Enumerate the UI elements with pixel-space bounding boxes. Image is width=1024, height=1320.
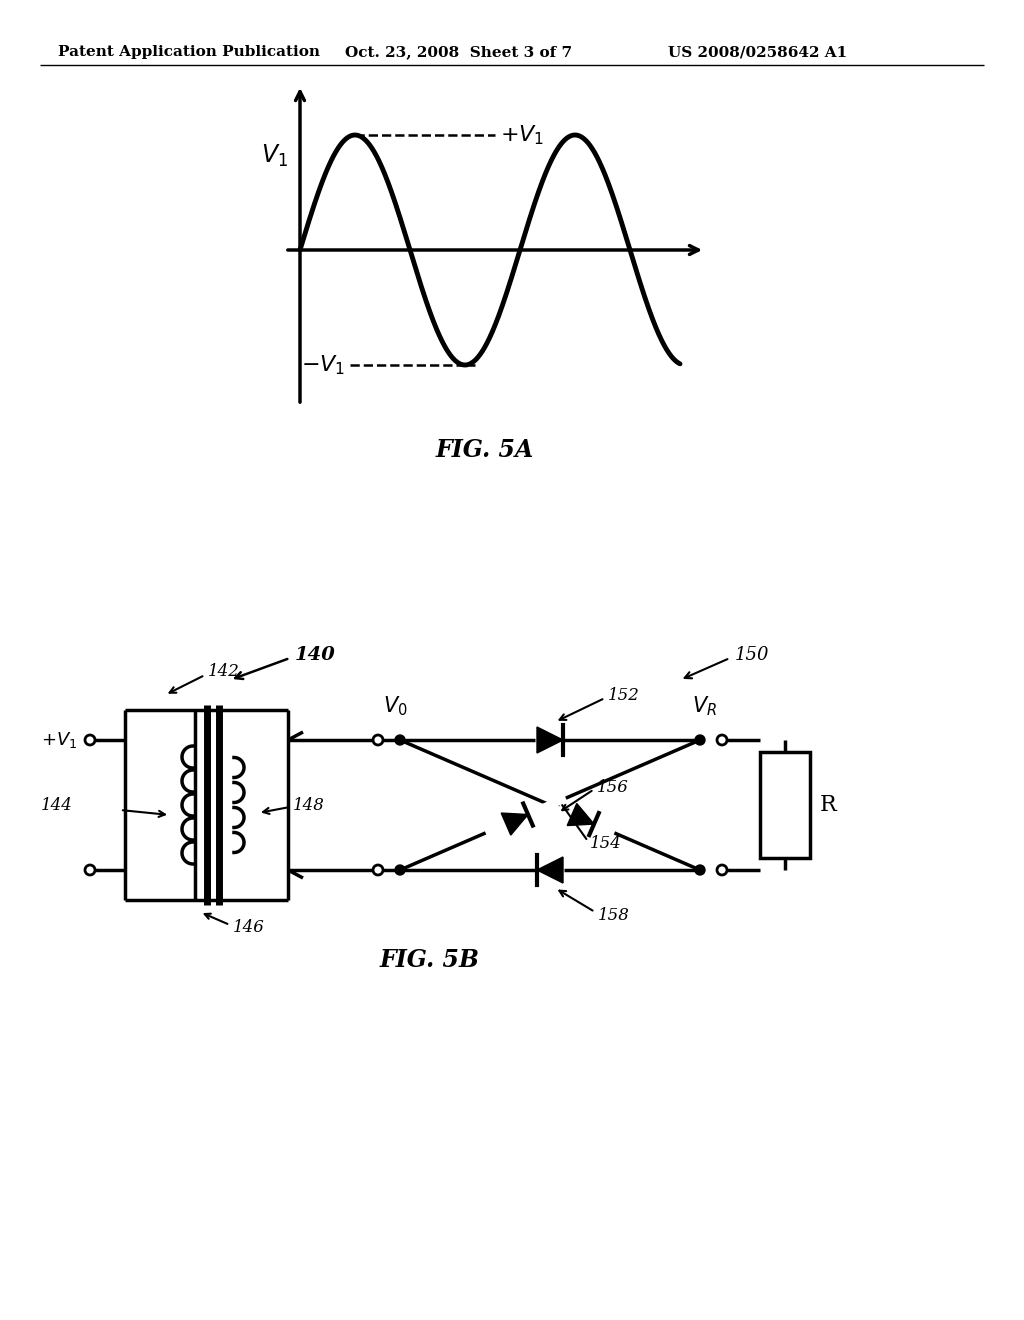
- Polygon shape: [537, 727, 563, 752]
- Circle shape: [373, 865, 383, 875]
- Text: 152: 152: [608, 686, 640, 704]
- Text: $V_R$: $V_R$: [692, 694, 718, 718]
- Text: US 2008/0258642 A1: US 2008/0258642 A1: [668, 45, 847, 59]
- Text: 150: 150: [735, 645, 769, 664]
- Text: 148: 148: [293, 796, 325, 813]
- Polygon shape: [501, 813, 528, 836]
- Text: $V_0$: $V_0$: [383, 694, 408, 718]
- Text: $-V_1$: $-V_1$: [301, 354, 345, 376]
- Circle shape: [695, 735, 705, 744]
- Polygon shape: [567, 804, 594, 825]
- Circle shape: [717, 865, 727, 875]
- Bar: [760, 752, 810, 858]
- Text: FIG. 5A: FIG. 5A: [436, 438, 535, 462]
- Text: Patent Application Publication: Patent Application Publication: [58, 45, 319, 59]
- Circle shape: [395, 865, 406, 875]
- Text: $V_1$: $V_1$: [261, 143, 288, 169]
- Text: 156: 156: [597, 779, 629, 796]
- Text: $+V_1$: $+V_1$: [41, 730, 77, 750]
- Circle shape: [695, 865, 705, 875]
- Circle shape: [85, 735, 95, 744]
- Text: 158: 158: [598, 907, 630, 924]
- Polygon shape: [537, 857, 563, 883]
- Text: R: R: [820, 795, 837, 816]
- Circle shape: [395, 735, 406, 744]
- Circle shape: [373, 735, 383, 744]
- Text: 142: 142: [208, 664, 240, 681]
- Circle shape: [85, 865, 95, 875]
- Text: 140: 140: [295, 645, 336, 664]
- Text: $+V_1$: $+V_1$: [500, 123, 544, 147]
- Text: FIG. 5B: FIG. 5B: [380, 948, 480, 972]
- Text: 154: 154: [590, 834, 622, 851]
- Text: 144: 144: [41, 796, 73, 813]
- Text: 146: 146: [233, 920, 265, 936]
- Text: Oct. 23, 2008  Sheet 3 of 7: Oct. 23, 2008 Sheet 3 of 7: [345, 45, 572, 59]
- Circle shape: [717, 735, 727, 744]
